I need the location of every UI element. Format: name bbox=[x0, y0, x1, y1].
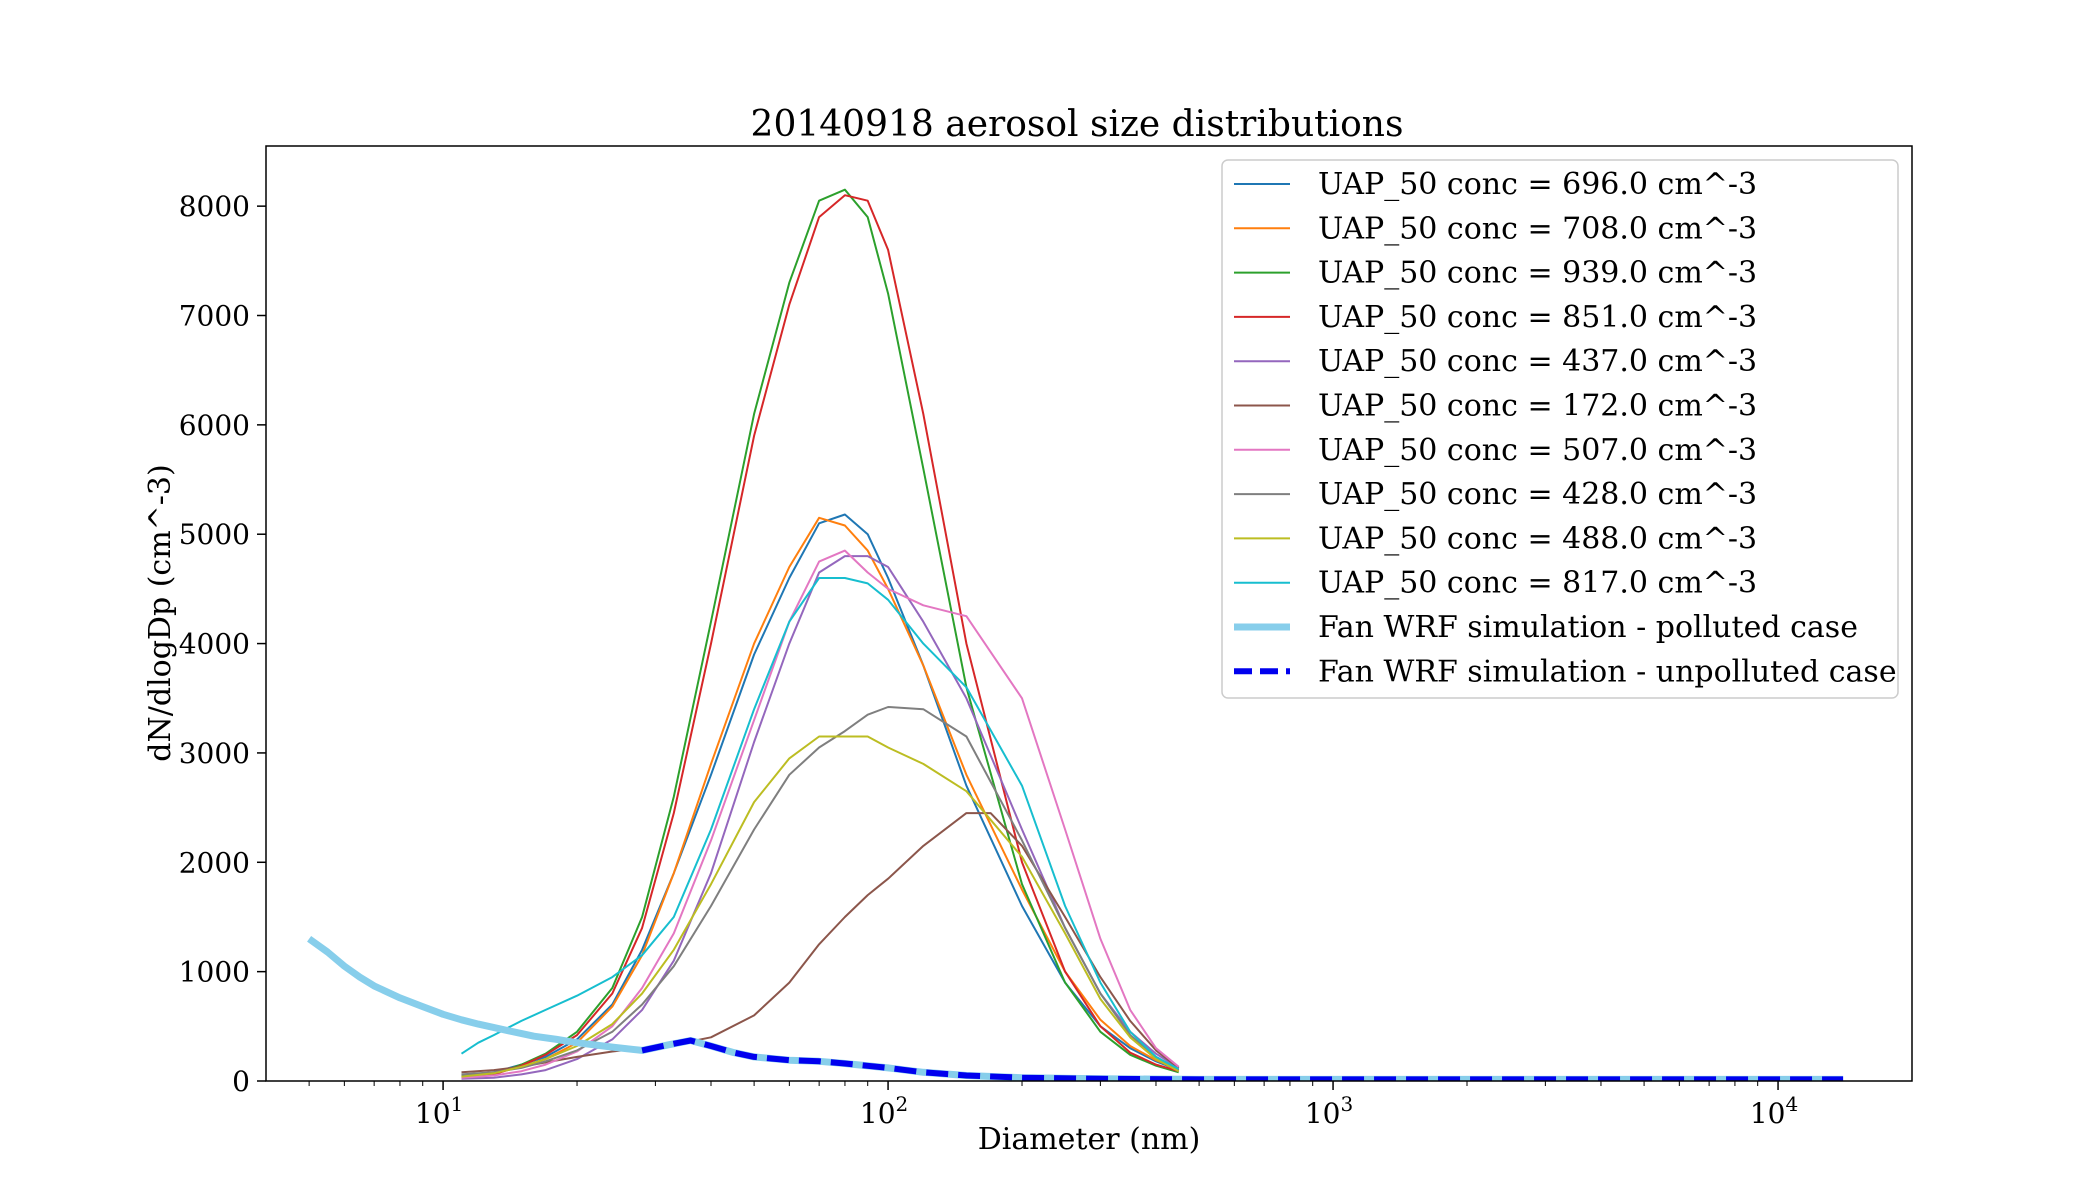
x-tick-label: 102 bbox=[860, 1092, 908, 1130]
series-group bbox=[307, 188, 1844, 1081]
y-axis-label: dN/dlogDp (cm^-3) bbox=[143, 464, 178, 761]
y-tick-label: 5000 bbox=[179, 518, 250, 551]
y-tick-label: 4000 bbox=[179, 628, 250, 661]
series-line-8 bbox=[461, 735, 1180, 1078]
x-tick-label: 101 bbox=[415, 1092, 463, 1130]
x-axis-label: Diameter (nm) bbox=[978, 1122, 1201, 1157]
series-line-0 bbox=[461, 513, 1180, 1077]
plot-frame bbox=[265, 145, 1913, 1082]
legend-label: UAP_50 conc = 507.0 cm^-3 bbox=[1318, 433, 1757, 468]
x-tick-label: 103 bbox=[1305, 1092, 1353, 1130]
legend-label: UAP_50 conc = 696.0 cm^-3 bbox=[1318, 167, 1757, 202]
legend-frame bbox=[1221, 159, 1899, 699]
y-tick-label: 8000 bbox=[179, 190, 250, 223]
legend-label: Fan WRF simulation - polluted case bbox=[1318, 610, 1858, 645]
legend-label: UAP_50 conc = 817.0 cm^-3 bbox=[1318, 566, 1757, 601]
y-tick-label: 0 bbox=[232, 1065, 250, 1098]
plot-area bbox=[265, 145, 1913, 1082]
series-line-11 bbox=[641, 1037, 1844, 1081]
series-line-7 bbox=[461, 706, 1180, 1076]
series-line-6 bbox=[461, 549, 1180, 1079]
series-line-1 bbox=[461, 516, 1180, 1078]
legend-label: UAP_50 conc = 437.0 cm^-3 bbox=[1318, 344, 1757, 379]
y-tick-label: 1000 bbox=[179, 956, 250, 989]
series-line-5 bbox=[461, 812, 1180, 1074]
legend-label: Fan WRF simulation - unpolluted case bbox=[1318, 654, 1897, 689]
legend: UAP_50 conc = 696.0 cm^-3 UAP_50 conc = 7… bbox=[1221, 159, 1899, 699]
y-tick-label: 7000 bbox=[179, 300, 250, 333]
legend-label: UAP_50 conc = 172.0 cm^-3 bbox=[1318, 389, 1757, 424]
y-tick-label: 2000 bbox=[179, 846, 250, 879]
y-tick-label: 3000 bbox=[179, 737, 250, 770]
y-axis: 0 1000 2000 3000 4000 5000 6000 7000 8000 bbox=[179, 190, 266, 1098]
legend-label: UAP_50 conc = 428.0 cm^-3 bbox=[1318, 477, 1757, 512]
chart-title: 20140918 aerosol size distributions bbox=[751, 104, 1404, 145]
legend-label: UAP_50 conc = 708.0 cm^-3 bbox=[1318, 211, 1757, 246]
legend-items: UAP_50 conc = 696.0 cm^-3 UAP_50 conc = 7… bbox=[1234, 167, 1897, 689]
y-tick-label: 6000 bbox=[179, 409, 250, 442]
x-axis: 101 102 103 104 bbox=[308, 1081, 1798, 1130]
legend-label: UAP_50 conc = 939.0 cm^-3 bbox=[1318, 256, 1757, 291]
legend-label: UAP_50 conc = 488.0 cm^-3 bbox=[1318, 521, 1757, 556]
series-line-9 bbox=[460, 577, 1180, 1070]
legend-label: UAP_50 conc = 851.0 cm^-3 bbox=[1318, 300, 1757, 335]
x-tick-label: 104 bbox=[1750, 1092, 1798, 1130]
